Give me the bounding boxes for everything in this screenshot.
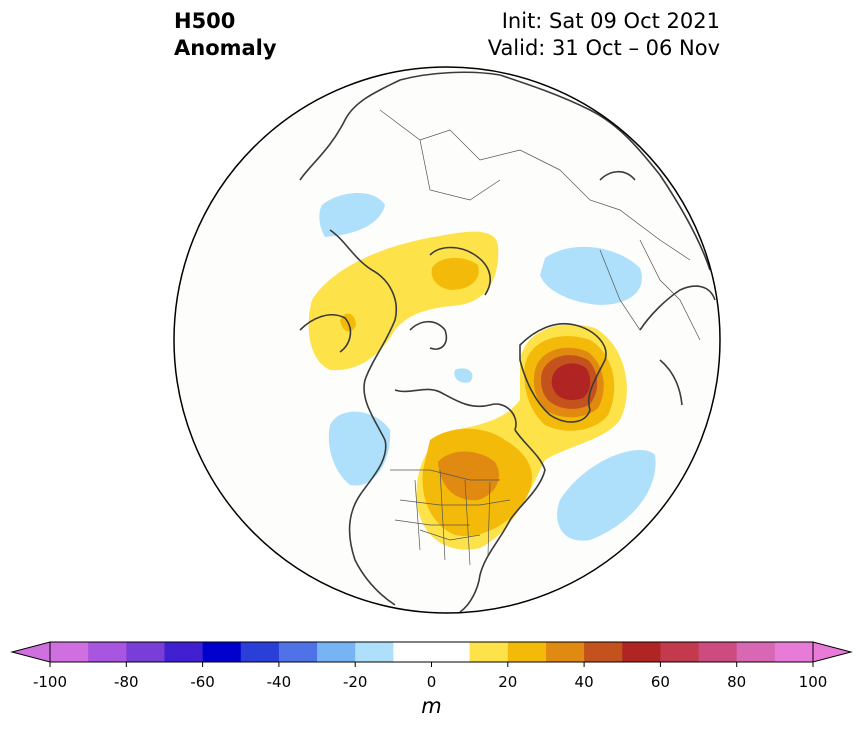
colorbar-segment: [50, 642, 89, 662]
title-valid: Valid: 31 Oct – 06 Nov: [487, 36, 720, 60]
title-variable: H500: [174, 9, 236, 33]
colorbar-unit-label: m: [421, 694, 442, 718]
colorbar-segment: [774, 642, 814, 662]
colorbar-segment: [736, 642, 776, 662]
colorbar-tick-label: 100: [798, 673, 828, 691]
colorbar-segment: [584, 642, 623, 662]
pos50-areas: [551, 363, 591, 400]
colorbar-tick-label: -60: [190, 673, 215, 691]
polar-map: [173, 66, 721, 614]
pos20-scandinavia: [431, 257, 479, 290]
globe-border: [173, 66, 721, 614]
colorbar-segment: [202, 642, 242, 662]
colorbar-tick-label: -20: [342, 673, 368, 691]
colorbar-segment: [507, 642, 547, 662]
colorbar-tick-label: -40: [266, 673, 292, 691]
colorbar-segment: [88, 642, 127, 662]
colorbar-segment: [545, 642, 585, 662]
colorbar-tick-label: -80: [114, 673, 139, 691]
colorbar-segment: [355, 642, 394, 662]
borders: [379, 109, 701, 566]
colorbar-segment: [622, 642, 661, 662]
colorbar-ticks: [49, 662, 814, 667]
colorbar-tick-label: -100: [32, 673, 68, 691]
chart-title-left: H500 Anomaly: [174, 8, 277, 62]
colorbar: [10, 641, 853, 667]
title-type: Anomaly: [174, 36, 277, 60]
colorbar-segment: [431, 642, 471, 662]
colorbar-segment: [278, 642, 318, 662]
coastlines: [299, 71, 716, 613]
colorbar-segment: [698, 642, 738, 662]
colorbar-segment: [126, 642, 165, 662]
neg-anomaly-arctic: [454, 368, 473, 383]
pos30-northamerica: [438, 451, 499, 501]
colorbar-tick-label: 60: [650, 673, 670, 691]
colorbar-extend-low: [10, 641, 51, 663]
chart-title-right: Init: Sat 09 Oct 2021 Valid: 31 Oct – 06…: [488, 8, 720, 62]
colorbar-segment: [240, 642, 280, 662]
pos50-greenland: [551, 363, 591, 400]
colorbar-segment: [469, 642, 509, 662]
colorbar-tick-label: 80: [727, 673, 747, 691]
colorbar-segment: [317, 642, 356, 662]
neg-anomaly-pacific-nw: [328, 411, 391, 486]
title-init: Init: Sat 09 Oct 2021: [501, 9, 720, 33]
colorbar-segments: [10, 641, 853, 663]
colorbar-segment: [660, 642, 700, 662]
colorbar-segment: [393, 642, 432, 662]
neg-anomaly-europe-north: [319, 192, 385, 237]
neg-anomaly-atlantic: [557, 450, 656, 541]
colorbar-tick-label: 20: [498, 673, 518, 691]
colorbar-segment: [164, 642, 204, 662]
colorbar-tick-label: 0: [426, 673, 437, 691]
colorbar-extend-high: [812, 641, 853, 663]
colorbar-tick-label: 40: [574, 673, 594, 691]
